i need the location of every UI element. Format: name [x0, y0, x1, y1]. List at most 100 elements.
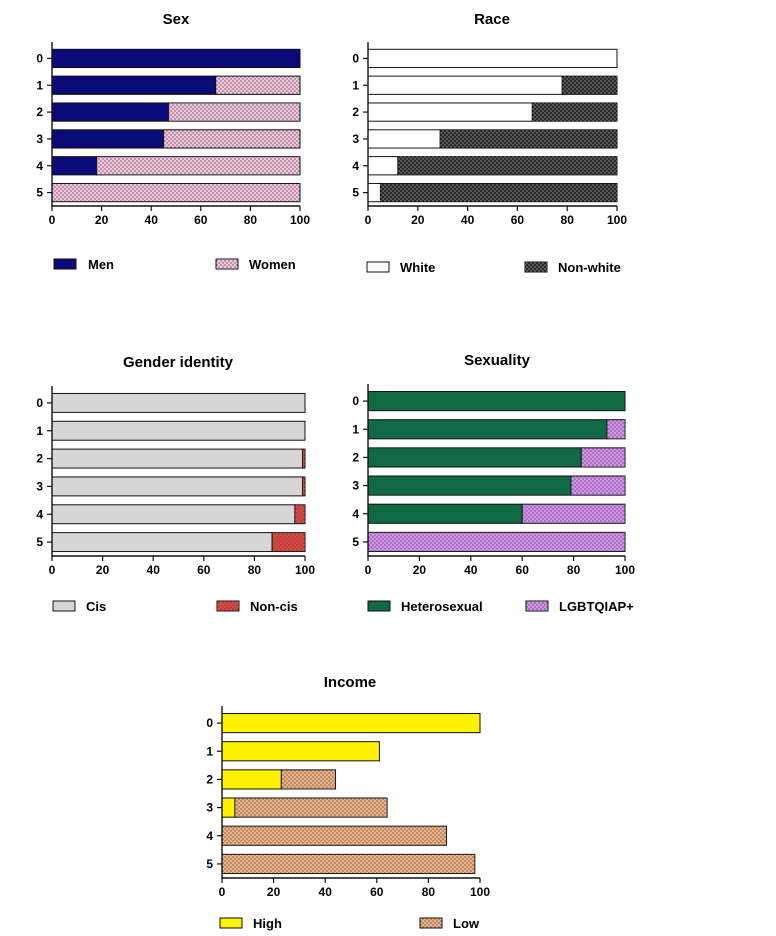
- legend-gender-identity: Cis Non-cis: [52, 599, 298, 614]
- y-tick-label-sex-2: 2: [36, 105, 43, 119]
- x-tick-label-sexuality-80: 80: [567, 563, 581, 577]
- y-tick-label-sexuality-5: 5: [352, 535, 359, 549]
- x-tick-label-sexuality-20: 20: [413, 563, 427, 577]
- bar-sex-women-4-dots: [96, 156, 300, 175]
- x-tick-label-gender-identity-20: 20: [96, 563, 110, 577]
- x-tick-label-race-60: 60: [511, 213, 525, 227]
- legend-swatch-high: [219, 917, 243, 929]
- y-tick-label-race-2: 2: [352, 105, 359, 119]
- bar-income-low-2-dots: [281, 769, 336, 789]
- legend-swatch-men: [53, 258, 77, 270]
- bar-income-low-5-dots: [222, 854, 475, 874]
- y-tick-label-sexuality-3: 3: [352, 479, 359, 493]
- legend-race: White Non-white: [366, 260, 621, 275]
- x-tick-label-gender-identity-80: 80: [248, 563, 262, 577]
- bar-gender-identity-non-cis-3-dots: [302, 476, 305, 496]
- bar-income-high-1: [221, 741, 380, 762]
- bar-sex-women-2-dots: [168, 102, 300, 122]
- bar-sex-men-1: [51, 75, 217, 95]
- y-tick-label-income-0: 0: [206, 716, 213, 730]
- x-tick-label-gender-identity-40: 40: [147, 563, 161, 577]
- y-tick-label-income-5: 5: [206, 857, 213, 871]
- x-tick-label-sexuality-40: 40: [464, 563, 478, 577]
- bar-gender-identity-cis-2: [51, 448, 303, 469]
- bar-race-white-5: [367, 182, 381, 203]
- bar-sex-men-3: [51, 129, 165, 149]
- y-tick-label-gender-identity-2: 2: [36, 452, 43, 466]
- x-tick-label-race-80: 80: [561, 213, 575, 227]
- bar-sexuality-lgbtqiap-3-dots: [571, 476, 625, 496]
- x-tick-label-gender-identity-60: 60: [197, 563, 211, 577]
- x-tick-label-sex-0: 0: [49, 213, 56, 227]
- y-tick-label-gender-identity-1: 1: [36, 424, 43, 438]
- legend-label-heterosexual: Heterosexual: [401, 599, 483, 614]
- x-tick-label-gender-identity-0: 0: [49, 563, 56, 577]
- y-tick-label-sex-5: 5: [36, 186, 43, 200]
- legend-swatch-heterosexual: [367, 600, 391, 612]
- bar-sex-women-5-dots: [52, 183, 300, 202]
- bar-race-white-1: [367, 75, 563, 95]
- legend-label-high: High: [253, 916, 282, 931]
- bar-race-non-white-3-dots: [440, 129, 617, 149]
- chart-title-income: Income: [324, 674, 377, 691]
- legend-label-lgbtqiap: LGBTQIAP+: [559, 599, 634, 614]
- bar-sexuality-heterosexual-4: [367, 503, 523, 524]
- bar-gender-identity-non-cis-2-dots: [302, 449, 305, 469]
- legend-swatch-non-white-dots: [525, 262, 547, 272]
- legend-income: High Low: [219, 916, 480, 931]
- x-tick-label-income-20: 20: [267, 885, 281, 899]
- y-tick-label-gender-identity-4: 4: [36, 507, 43, 521]
- x-tick-label-sexuality-100: 100: [615, 563, 635, 577]
- y-tick-label-gender-identity-0: 0: [36, 396, 43, 410]
- bar-sexuality-heterosexual-0: [367, 391, 626, 412]
- legend-label-women: Women: [249, 257, 296, 272]
- bar-sexuality-heterosexual-2: [367, 447, 582, 468]
- y-tick-label-race-0: 0: [352, 51, 359, 65]
- bar-sex-women-3-dots: [163, 129, 300, 149]
- bar-income-high-2: [221, 769, 282, 790]
- bar-sex-men-4: [51, 156, 98, 176]
- x-tick-label-gender-identity-100: 100: [295, 563, 315, 577]
- x-tick-label-race-20: 20: [411, 213, 425, 227]
- x-tick-label-sex-40: 40: [145, 213, 159, 227]
- y-tick-label-race-4: 4: [352, 159, 359, 173]
- y-tick-label-income-2: 2: [206, 772, 213, 786]
- legend-swatch-cis: [52, 600, 76, 612]
- bar-race-white-4: [367, 156, 399, 176]
- bar-sex-men-2: [51, 102, 170, 122]
- legend-swatch-lgbtqiap-dots: [526, 601, 548, 611]
- legend-swatch-low-dots: [420, 918, 442, 928]
- x-tick-label-income-100: 100: [470, 885, 490, 899]
- y-tick-label-race-1: 1: [352, 78, 359, 92]
- y-tick-label-sex-3: 3: [36, 132, 43, 146]
- y-tick-label-income-1: 1: [206, 744, 213, 758]
- bar-gender-identity-cis-1: [51, 420, 306, 441]
- x-tick-label-sex-20: 20: [95, 213, 109, 227]
- bar-race-white-3: [367, 129, 441, 149]
- y-tick-label-sexuality-0: 0: [352, 394, 359, 408]
- bar-sex-women-1-dots: [215, 76, 300, 95]
- bar-gender-identity-non-cis-5-dots: [272, 532, 305, 552]
- bar-sexuality-lgbtqiap-2-dots: [581, 447, 625, 467]
- bar-sexuality-lgbtqiap-5-dots: [368, 532, 625, 552]
- y-tick-label-sex-4: 4: [36, 159, 43, 173]
- bar-gender-identity-cis-5: [51, 532, 273, 553]
- bar-race-white-0: [367, 48, 618, 69]
- x-tick-label-income-60: 60: [370, 885, 384, 899]
- bar-sex-men-0: [51, 48, 301, 69]
- chart-title-race: Race: [474, 11, 510, 28]
- x-tick-label-sex-60: 60: [194, 213, 208, 227]
- chart-title-sexuality: Sexuality: [464, 352, 531, 369]
- bar-gender-identity-cis-4: [51, 504, 296, 525]
- legend-sex: Men Women: [53, 257, 296, 272]
- y-tick-label-sexuality-4: 4: [352, 507, 359, 521]
- bar-income-low-4-dots: [222, 826, 447, 846]
- chart-title-sex: Sex: [163, 11, 190, 28]
- y-tick-label-sex-1: 1: [36, 78, 43, 92]
